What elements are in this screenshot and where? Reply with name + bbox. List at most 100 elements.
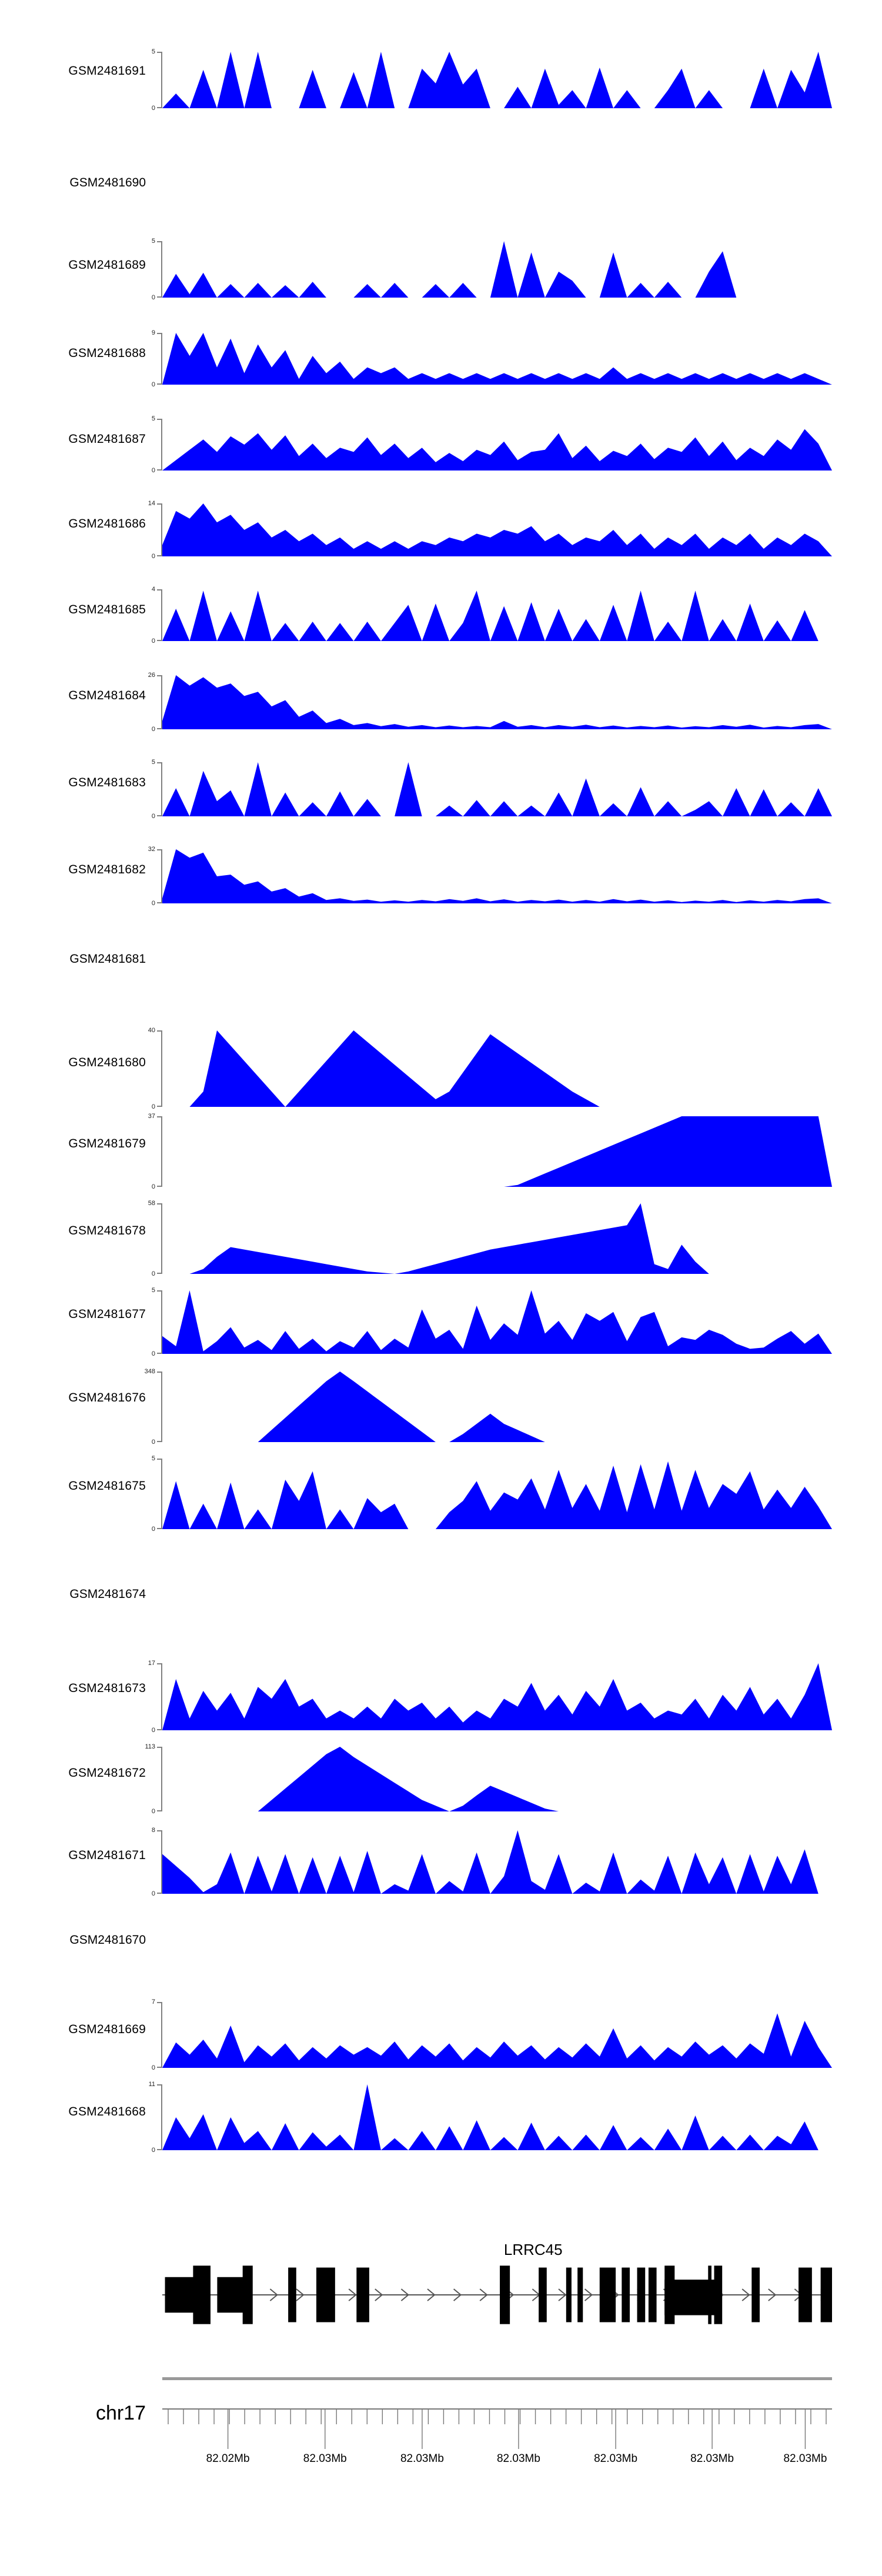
y-axis-min-label: 0	[151, 553, 155, 560]
gene-model-track[interactable]	[162, 2263, 832, 2327]
y-axis-tick-min	[157, 1106, 162, 1107]
y-axis-min-label: 0	[151, 294, 155, 301]
coverage-plot-gsm2481676[interactable]	[162, 1372, 832, 1442]
coverage-plot-gsm2481684[interactable]	[162, 675, 832, 729]
y-axis-gsm2481672: 113 0	[145, 1744, 162, 1815]
coverage-plot-gsm2481675[interactable]	[162, 1459, 832, 1529]
track-label-gsm2481681[interactable]: GSM2481681	[69, 952, 146, 966]
track-label-gsm2481685[interactable]: GSM2481685	[68, 603, 146, 616]
track-label-gsm2481668[interactable]: GSM2481668	[68, 2105, 146, 2118]
coverage-track-gsm2481679[interactable]: 37 0	[0, 1113, 882, 1190]
track-label-gsm2481680[interactable]: GSM2481680	[68, 1056, 146, 1069]
y-axis-tick-max	[157, 1372, 162, 1373]
y-axis-min-label: 0	[151, 900, 155, 907]
track-label-gsm2481690[interactable]: GSM2481690	[69, 176, 146, 189]
y-axis-tick-max	[157, 2002, 162, 2003]
coverage-track-gsm2481678[interactable]: 58 0	[0, 1200, 882, 1277]
y-axis-gsm2481684: 26 0	[148, 672, 162, 733]
y-axis-tick-max	[157, 762, 162, 763]
coverage-plot-gsm2481688[interactable]	[162, 333, 832, 385]
coverage-plot-gsm2481686[interactable]	[162, 503, 832, 556]
coverage-plot-gsm2481680[interactable]	[162, 1030, 832, 1107]
y-axis-tick-min	[157, 1810, 162, 1811]
axis-tick-label-2: 82.03Mb	[400, 2452, 444, 2465]
y-axis-tick-max	[157, 1030, 162, 1032]
y-axis-max-label: 40	[148, 1027, 155, 1034]
coverage-plot-gsm2481682[interactable]	[162, 849, 832, 903]
y-axis-tick-max	[157, 419, 162, 420]
track-label-gsm2481689[interactable]: GSM2481689	[68, 258, 146, 272]
coverage-track-gsm2481684[interactable]: 26 0	[0, 672, 882, 733]
coverage-plot-gsm2481685[interactable]	[162, 589, 832, 641]
track-label-gsm2481686[interactable]: GSM2481686	[68, 517, 146, 530]
y-axis-tick-min	[157, 640, 162, 641]
coverage-plot-gsm2481678[interactable]	[162, 1203, 832, 1274]
y-axis-min-label: 0	[151, 1808, 155, 1815]
y-axis-tick-max	[157, 1459, 162, 1460]
coverage-plot-gsm2481672[interactable]	[162, 1747, 832, 1811]
y-axis-tick-min	[157, 2149, 162, 2150]
coverage-track-gsm2481672[interactable]: 113 0	[0, 1744, 882, 1815]
coverage-plot-gsm2481671[interactable]	[162, 1830, 832, 1894]
y-axis-max-label: 5	[151, 48, 155, 55]
coverage-plot-gsm2481691[interactable]	[162, 52, 832, 108]
y-axis-line	[161, 589, 162, 641]
y-axis-line	[161, 1459, 162, 1529]
y-axis-tick-max	[157, 1747, 162, 1748]
chromosome-axis[interactable]	[162, 2376, 832, 2476]
axis-tick-label-0: 82.02Mb	[206, 2452, 250, 2465]
coverage-track-gsm2481673[interactable]: 17 0	[0, 1660, 882, 1734]
track-label-gsm2481673[interactable]: GSM2481673	[68, 1681, 146, 1695]
y-axis-tick-min	[157, 107, 162, 108]
track-label-gsm2481691[interactable]: GSM2481691	[68, 64, 146, 78]
coverage-track-gsm2481682[interactable]: 32 0	[0, 846, 882, 907]
y-axis-min-label: 0	[151, 105, 155, 112]
coverage-plot-gsm2481669[interactable]	[162, 2002, 832, 2068]
track-label-gsm2481688[interactable]: GSM2481688	[68, 346, 146, 360]
track-label-gsm2481678[interactable]: GSM2481678	[68, 1224, 146, 1237]
y-axis-max-label: 11	[148, 2081, 155, 2088]
track-label-gsm2481682[interactable]: GSM2481682	[68, 863, 146, 876]
track-label-gsm2481687[interactable]: GSM2481687	[68, 432, 146, 446]
track-label-gsm2481672[interactable]: GSM2481672	[68, 1766, 146, 1780]
coverage-plot-gsm2481673[interactable]	[162, 1663, 832, 1730]
track-label-gsm2481669[interactable]: GSM2481669	[68, 2023, 146, 2036]
track-label-gsm2481674[interactable]: GSM2481674	[69, 1587, 146, 1601]
y-axis-max-label: 5	[151, 415, 155, 422]
coverage-plot-gsm2481687[interactable]	[162, 419, 832, 471]
gene-name-label[interactable]: LRRC45	[503, 2241, 563, 2258]
track-label-gsm2481676[interactable]: GSM2481676	[68, 1391, 146, 1404]
coverage-track-gsm2481668[interactable]: 11 0	[0, 2081, 882, 2154]
y-axis-min-label: 0	[151, 381, 155, 388]
coverage-plot-gsm2481679[interactable]	[162, 1116, 832, 1187]
coverage-track-gsm2481680[interactable]: 40 0	[0, 1027, 882, 1110]
track-label-gsm2481684[interactable]: GSM2481684	[68, 689, 146, 702]
y-axis-line	[161, 1663, 162, 1730]
track-label-gsm2481679[interactable]: GSM2481679	[68, 1137, 146, 1150]
coverage-track-gsm2481676[interactable]: 348 0	[0, 1369, 882, 1446]
coverage-plot-gsm2481677[interactable]	[162, 1290, 832, 1354]
track-label-gsm2481670[interactable]: GSM2481670	[69, 1933, 146, 1947]
track-label-gsm2481675[interactable]: GSM2481675	[68, 1479, 146, 1493]
coverage-plot-gsm2481668[interactable]	[162, 2084, 832, 2150]
track-label-gsm2481671[interactable]: GSM2481671	[68, 1848, 146, 1862]
y-axis-line	[161, 503, 162, 556]
coverage-plot-gsm2481689[interactable]	[162, 241, 832, 298]
axis-tick-label-4: 82.03Mb	[594, 2452, 638, 2465]
track-label-gsm2481683[interactable]: GSM2481683	[68, 776, 146, 789]
track-label-gsm2481677[interactable]: GSM2481677	[68, 1307, 146, 1321]
coverage-plot-gsm2481683[interactable]	[162, 762, 832, 816]
coverage-track-gsm2481686[interactable]: 14 0	[0, 500, 882, 560]
chromosome-label[interactable]: chr17	[95, 2402, 146, 2424]
